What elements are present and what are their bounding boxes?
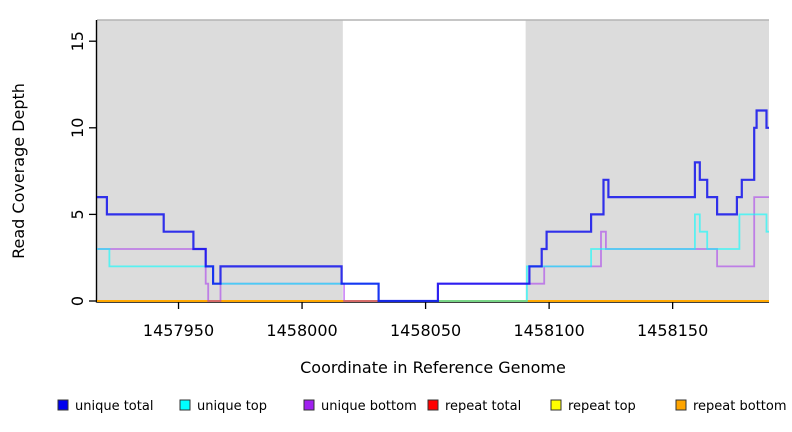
legend-label-repeat-bottom: repeat bottom	[693, 399, 787, 414]
legend-swatch-repeat-total	[427, 399, 439, 411]
legend-item-unique-bottom: unique bottom	[303, 399, 417, 414]
legend-label-unique-total: unique total	[75, 399, 153, 414]
y-axis-title: Read Coverage Depth	[9, 83, 28, 259]
legend-label-repeat-top: repeat top	[568, 399, 636, 414]
y-tick-label: 15	[68, 31, 87, 51]
x-tick-label: 1458050	[390, 321, 461, 340]
legend-swatch-repeat-bottom	[675, 399, 687, 411]
legend-swatch-unique-bottom	[303, 399, 315, 411]
series-line-unique-total	[97, 109, 769, 303]
y-tick-label: 10	[68, 118, 87, 138]
legend-swatch-unique-total	[57, 399, 69, 411]
x-tick-label: 1458000	[266, 321, 337, 340]
y-tick-label: 0	[68, 296, 87, 306]
legend-item-unique-total: unique total	[57, 399, 153, 414]
legend-label-repeat-total: repeat total	[445, 399, 521, 414]
shaded-regions-layer	[97, 19, 769, 301]
x-tick-label: 1458150	[637, 321, 708, 340]
legend-item-repeat-bottom: repeat bottom	[675, 399, 787, 414]
legend-item-unique-top: unique top	[179, 399, 267, 414]
x-tick-label: 1458100	[513, 321, 584, 340]
legend-label-unique-top: unique top	[197, 399, 267, 414]
legend-swatch-repeat-top	[550, 399, 562, 411]
right-shaded-region	[525, 20, 769, 301]
legend-label-unique-bottom: unique bottom	[321, 399, 417, 414]
y-tick-label: 5	[68, 209, 87, 219]
series-layer	[97, 109, 769, 303]
x-axis-title: Coordinate in Reference Genome	[300, 358, 566, 377]
legend: unique total unique top unique bottom repea…	[57, 399, 787, 414]
left-shaded-region	[97, 20, 343, 301]
x-tick-label: 1457950	[143, 321, 214, 340]
legend-swatch-unique-top	[179, 399, 191, 411]
legend-item-repeat-top: repeat top	[550, 399, 636, 414]
legend-item-repeat-total: repeat total	[427, 399, 521, 414]
